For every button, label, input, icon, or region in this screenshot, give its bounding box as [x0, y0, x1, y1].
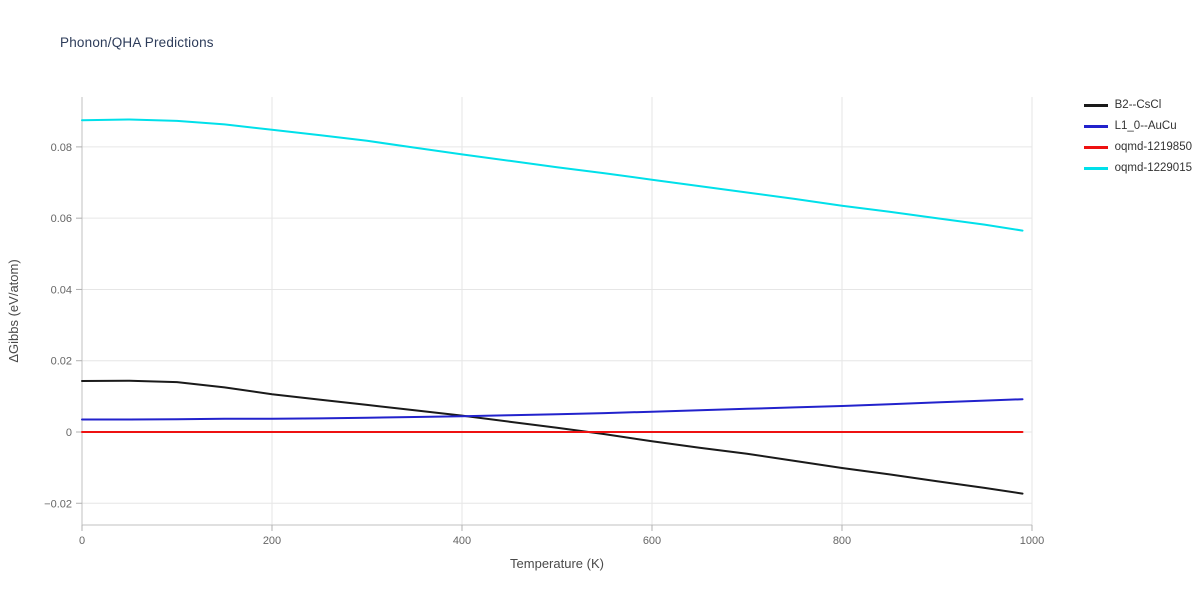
legend-label: B2--CsCl	[1114, 99, 1162, 111]
y-tick-label: 0	[66, 427, 72, 439]
legend-item-oqmd-1229015: oqmd-1229015	[1083, 161, 1192, 175]
x-tick-label: 400	[453, 535, 471, 547]
legend-line-swatch	[1083, 103, 1108, 107]
legend-label: oqmd-1219850	[1114, 141, 1192, 153]
legend-item-B2--CsCl: B2--CsCl	[1083, 98, 1192, 112]
legend: B2--CsCl L1_0--AuCu oqmd-1219850 oqmd-12290…	[1083, 98, 1192, 175]
legend-item-oqmd-1219850: oqmd-1219850	[1083, 140, 1192, 154]
series-line-B2--CsCl	[81, 379, 1024, 495]
series-line-oqmd-1229015	[81, 118, 1024, 232]
legend-label: L1_0--AuCu	[1114, 120, 1177, 132]
tick-labels: 0 200 400 600 800 1000 −0.02 0 0.02 0.04 0.06 0.08	[44, 142, 1044, 547]
series-line-L1_0--AuCu	[81, 398, 1024, 421]
x-tick-label: 1000	[1020, 535, 1044, 547]
gridlines	[81, 97, 1033, 525]
x-tick-label: 200	[263, 535, 281, 547]
y-tick-label: 0.06	[51, 213, 72, 225]
legend-label: oqmd-1229015	[1114, 162, 1192, 174]
legend-item-L1_0--AuCu: L1_0--AuCu	[1083, 119, 1192, 133]
x-tick-label: 600	[643, 535, 661, 547]
x-tick-label: 800	[833, 535, 851, 547]
legend-line-swatch	[1083, 124, 1108, 128]
legend-line-swatch	[1083, 166, 1108, 170]
legend-line-swatch	[1083, 145, 1108, 149]
y-tick-label: 0.02	[51, 356, 72, 368]
y-axis-label: ΔGibbs (eV/atom)	[6, 259, 21, 362]
chart-title: Phonon/QHA Predictions	[60, 35, 214, 50]
y-tick-label: 0.08	[51, 142, 72, 154]
axes	[76, 97, 1033, 531]
x-axis-label: Temperature (K)	[510, 556, 604, 571]
y-tick-label: −0.02	[44, 498, 72, 510]
x-tick-label: 0	[79, 535, 85, 547]
y-tick-label: 0.04	[51, 284, 72, 296]
data-series	[81, 118, 1024, 495]
